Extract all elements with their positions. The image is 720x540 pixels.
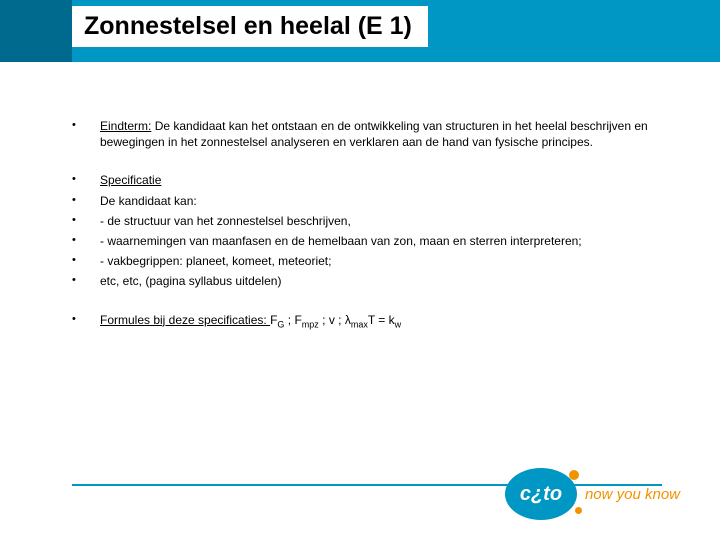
bullet-text: Specificatie bbox=[100, 172, 161, 188]
bullet-item: • etc, etc, (pagina syllabus uitdelen) bbox=[72, 273, 662, 289]
formula-text: Formules bij deze specificaties: FG ; Fm… bbox=[100, 312, 401, 331]
bullet-text: - waarnemingen van maanfasen en de hemel… bbox=[100, 233, 582, 249]
bullet-item: • - de structuur van het zonnestelsel be… bbox=[72, 213, 662, 229]
logo-text: c¿to bbox=[520, 483, 562, 506]
logo-tagline: now you know bbox=[585, 486, 680, 503]
logo-badge: c¿to bbox=[505, 468, 577, 520]
bullet-text: De kandidaat kan: bbox=[100, 193, 197, 209]
logo-area: c¿to now you know bbox=[505, 468, 680, 520]
bullet-marker: • bbox=[72, 233, 100, 248]
bullet-marker: • bbox=[72, 273, 100, 288]
formula-3: v bbox=[329, 313, 335, 327]
bullet-marker: • bbox=[72, 213, 100, 228]
header-accent-block bbox=[0, 0, 72, 62]
bullet-text: - de structuur van het zonnestelsel besc… bbox=[100, 213, 351, 229]
content-area: • Eindterm: De kandidaat kan het ontstaa… bbox=[72, 118, 662, 334]
bullet-marker: • bbox=[72, 312, 100, 327]
bullet-item: • De kandidaat kan: bbox=[72, 193, 662, 209]
bullet-item-formulas: • Formules bij deze specificaties: FG ; … bbox=[72, 312, 662, 331]
formula-sep: ; bbox=[338, 313, 345, 327]
formula-sep: ; bbox=[322, 313, 329, 327]
bullet-item: • Eindterm: De kandidaat kan het ontstaa… bbox=[72, 118, 662, 150]
page-title: Zonnestelsel en heelal (E 1) bbox=[84, 12, 412, 40]
title-box: Zonnestelsel en heelal (E 1) bbox=[72, 6, 428, 47]
bullet-item: • - vakbegrippen: planeet, komeet, meteo… bbox=[72, 253, 662, 269]
bullet-body: De kandidaat kan het ontstaan en de ontw… bbox=[100, 119, 648, 149]
formula-1: FG bbox=[270, 313, 284, 327]
bullet-text: etc, etc, (pagina syllabus uitdelen) bbox=[100, 273, 281, 289]
bullet-text: Eindterm: De kandidaat kan het ontstaan … bbox=[100, 118, 662, 150]
bullet-item: • - waarnemingen van maanfasen en de hem… bbox=[72, 233, 662, 249]
bullet-marker: • bbox=[72, 118, 100, 133]
formula-2: Fmpz bbox=[294, 313, 318, 327]
formula-4: λmaxT = kw bbox=[345, 313, 401, 327]
bullet-label: Eindterm: bbox=[100, 119, 151, 133]
bullet-marker: • bbox=[72, 172, 100, 187]
bullet-label: Specificatie bbox=[100, 173, 161, 187]
bullet-item: • Specificatie bbox=[72, 172, 662, 188]
formula-label: Formules bij deze specificaties: bbox=[100, 313, 270, 327]
bullet-marker: • bbox=[72, 193, 100, 208]
bullet-marker: • bbox=[72, 253, 100, 268]
bullet-text: - vakbegrippen: planeet, komeet, meteori… bbox=[100, 253, 331, 269]
